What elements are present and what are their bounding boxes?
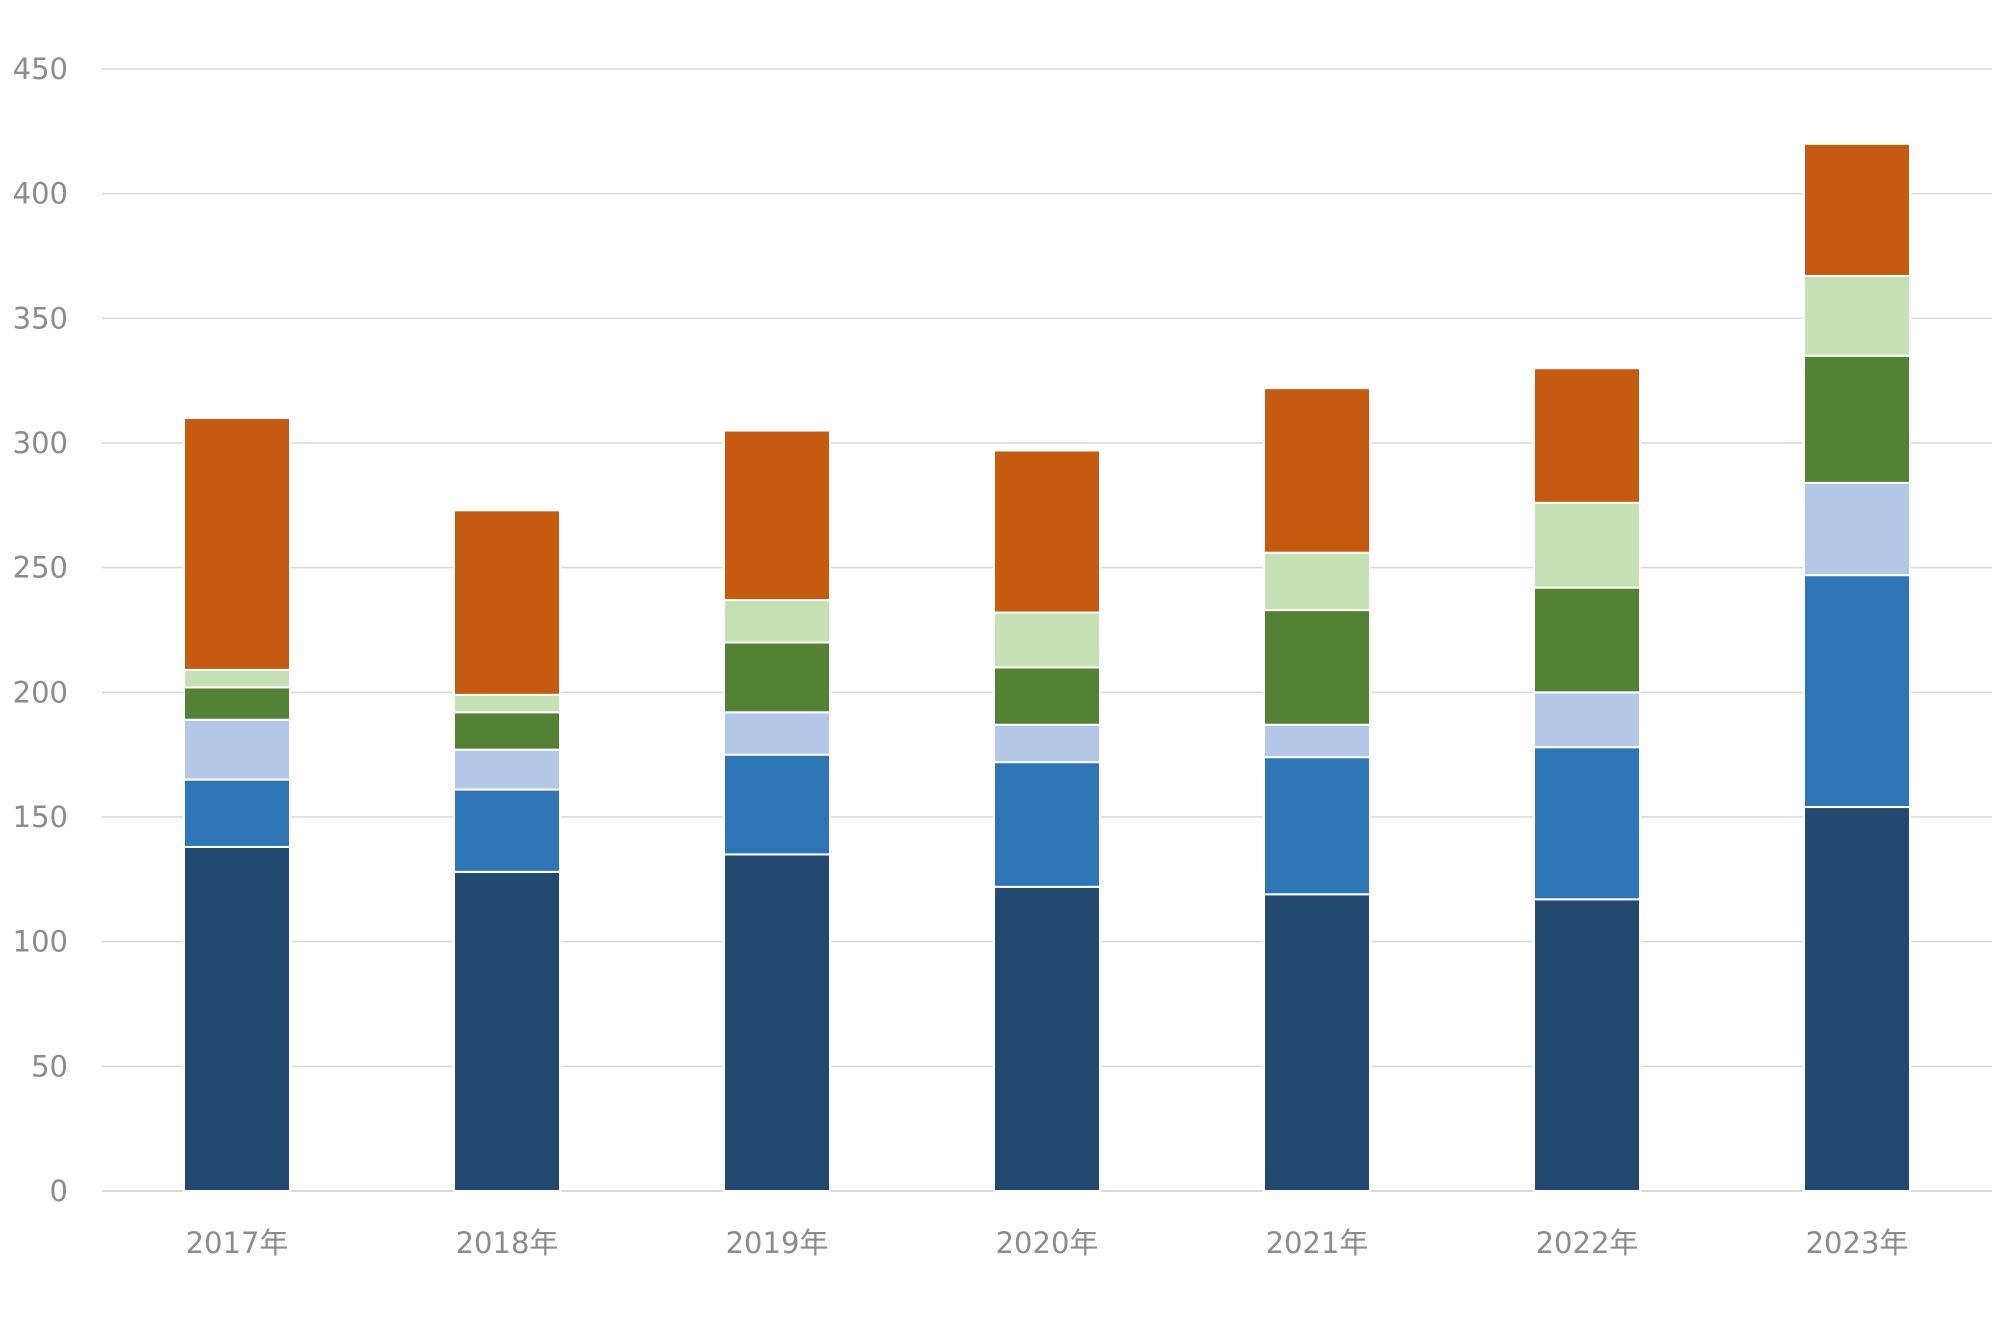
bar-segment [183, 417, 291, 671]
y-tick-label: 150 [13, 800, 68, 834]
bar-segment [1263, 723, 1371, 759]
bar-segment [1263, 551, 1371, 612]
bar-segment [993, 761, 1101, 888]
bar-segment [723, 753, 831, 856]
bars [183, 142, 1911, 1193]
axes: 0 50 100 150 200 250 300 350 400 450 2017年 2018年 201… [13, 52, 1909, 1260]
bar-segment [453, 788, 561, 873]
y-tick-label: 350 [13, 301, 68, 335]
x-tick-label: 2021年 [1266, 1226, 1369, 1260]
bar-segment [183, 686, 291, 721]
bar-segment [183, 845, 291, 1192]
bar-segment [723, 853, 831, 1193]
bar-segment [993, 723, 1101, 764]
y-tick-label: 100 [13, 925, 68, 959]
bar-segment [1263, 387, 1371, 554]
bar-segment [453, 693, 561, 714]
bar-segment [453, 870, 561, 1192]
bar-segment [1803, 354, 1911, 484]
bar-segment [1533, 691, 1641, 749]
bar-segment [993, 611, 1101, 669]
y-tick-label: 300 [13, 426, 68, 460]
bar-segment [183, 668, 291, 689]
bar-segment [1803, 574, 1911, 809]
y-tick-label: 250 [13, 551, 68, 585]
bar-segment [453, 509, 561, 696]
bar-segment [183, 778, 291, 848]
y-tick-label: 50 [31, 1049, 68, 1083]
y-tick-label: 0 [50, 1174, 68, 1208]
bar-segment [723, 641, 831, 714]
y-tick-label: 400 [13, 177, 68, 211]
bar-segment [1533, 586, 1641, 694]
bar-segment [993, 449, 1101, 614]
bar-segment [1263, 756, 1371, 896]
bar-segment [1263, 893, 1371, 1192]
bar-segment [1803, 142, 1911, 277]
bar-segment [453, 748, 561, 791]
bar-segment [723, 429, 831, 602]
bar-segment [183, 718, 291, 781]
bar-segment [453, 711, 561, 751]
bar-segment [993, 666, 1101, 726]
x-tick-label: 2017年 [186, 1226, 289, 1260]
y-tick-label: 450 [13, 52, 68, 86]
bar-segment [723, 711, 831, 756]
bar-segment [723, 599, 831, 644]
bar-segment [1803, 481, 1911, 577]
bar-segment [993, 885, 1101, 1193]
bar-segment [1803, 806, 1911, 1192]
bar-segment [1533, 746, 1641, 901]
x-tick-label: 2018年 [456, 1226, 559, 1260]
x-tick-label: 2020年 [996, 1226, 1099, 1260]
bar-segment [1533, 898, 1641, 1193]
x-tick-label: 2019年 [726, 1226, 829, 1260]
bar-segment [1803, 274, 1911, 357]
bar-segment [1533, 367, 1641, 504]
y-tick-label: 200 [13, 675, 68, 709]
bar-segment [1533, 501, 1641, 589]
bar-segment [1263, 609, 1371, 726]
x-tick-label: 2023年 [1806, 1226, 1909, 1260]
x-tick-label: 2022年 [1536, 1226, 1639, 1260]
